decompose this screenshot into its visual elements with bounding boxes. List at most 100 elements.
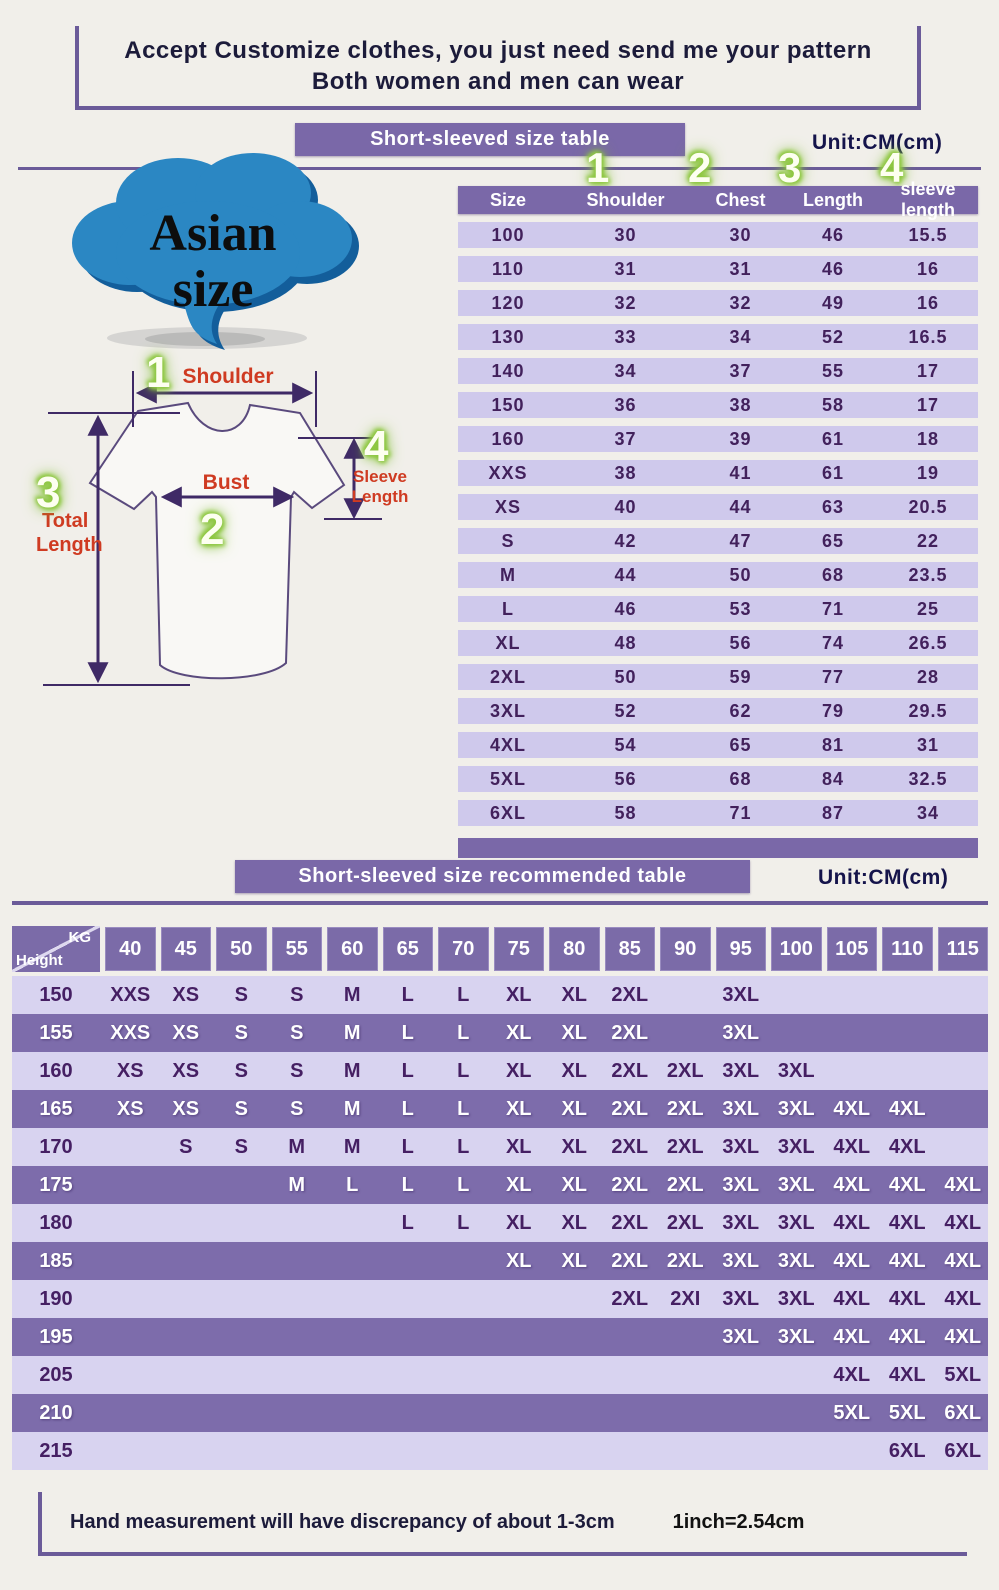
size-table-row: 140 34 37 55 17 [458,358,978,384]
recommended-size-cell: L [457,1173,470,1196]
recommended-size-cell: 4XL [944,1211,982,1234]
size-cell-value: 31 [614,258,637,279]
size-cell-label: XL [495,632,521,653]
size-cell-label: 160 [491,428,525,449]
recommended-size-cell: 2XL [611,1211,649,1234]
recommended-size-cell: 4XL [888,1249,926,1272]
size-cell-value: 30 [729,224,752,245]
size-table-row: 150 36 38 58 17 [458,392,978,418]
size-cell-value: 55 [821,360,845,381]
recommended-size-cell: L [457,1021,470,1044]
recommended-size-cell: 4XL [833,1287,871,1310]
recommended-size-cell: XL [561,983,588,1006]
recommended-size-cell: L [401,1211,414,1234]
recommended-size-cell: XS [116,1059,144,1082]
size-cell-value: 77 [821,666,845,687]
size-cell-value: 44 [729,496,752,517]
recommended-size-cell: S [234,1097,248,1120]
size-cell-value: 16.5 [908,326,948,347]
recommended-size-cell: L [457,1097,470,1120]
recommended-size-cell: M [288,1135,306,1158]
size-cell-value: 32.5 [908,768,948,789]
size-cell-value: 41 [729,462,752,483]
size-cell-value: 46 [614,598,637,619]
weight-header-cell: 105 [826,927,877,971]
recommended-size-cell: L [457,1211,470,1234]
recommended-size-cell: 2XL [611,1097,649,1120]
height-label: 170 [39,1135,73,1158]
recommended-size-cell: 2XL [611,983,649,1006]
size-cell-value: 38 [729,394,752,415]
weight-header-cell: 70 [438,927,489,971]
recommended-size-cell: M [343,1021,361,1044]
size-cell-value: 17 [916,394,940,415]
recommended-size-cell: 3XL [777,1097,815,1120]
size-cell-value: 54 [614,734,637,755]
recommended-size-cell: 2XL [666,1173,704,1196]
height-label: 215 [39,1439,73,1462]
recommended-size-cell: 4XL [944,1173,982,1196]
recommended-size-cell: 3XL [777,1287,815,1310]
asian-size-bubble: Asian size [45,138,375,353]
size-table-row: 100 30 30 46 15.5 [458,222,978,248]
size-table-row: 4XL 54 65 81 31 [458,732,978,758]
measurement-note: Hand measurement will have discrepancy o… [70,1510,615,1533]
size-cell-value: 31 [729,258,752,279]
unit-label-2: Unit:CM(cm) [818,866,949,889]
recommended-size-cell: 4XL [833,1135,871,1158]
recommended-size-cell: 2XL [666,1059,704,1082]
recommended-size-cell: XL [561,1059,588,1082]
sleeve-label-2: Length [352,487,409,506]
recommended-size-cell: 6XL [944,1439,982,1462]
size-cell-label: XXS [488,462,528,483]
size-cell-value: 19 [916,462,940,483]
size-cell-label: 2XL [489,666,526,687]
size-cell-value: 53 [729,598,752,619]
height-label: 165 [39,1097,73,1120]
recommended-size-cell: 5XL [944,1363,982,1386]
recommended-size-cell: 6XL [888,1439,926,1462]
height-label: 175 [39,1173,73,1196]
recommended-size-cell: 3XL [777,1059,815,1082]
recommended-row: 205 4XL 4XL 5XL [12,1356,988,1394]
recommended-size-cell: M [288,1173,306,1196]
total-length-label-2: Length [36,534,103,556]
recommended-row: 170 S S M M L L XL XL 2XL 2XL 3XL 3XL 4XL 4XL [12,1128,988,1166]
size-cell-label: 130 [491,326,525,347]
tshirt-measurement-diagram: Shoulder Bust Total Length Sleeve Length [28,345,443,695]
total-length-label-1: Total [42,510,88,532]
height-label: 210 [39,1401,73,1424]
size-table-row: L 46 53 71 25 [458,596,978,622]
size-cell-value: 61 [821,462,845,483]
size-table-row: S 42 47 65 22 [458,528,978,554]
size-table-row: 120 32 32 49 16 [458,290,978,316]
size-cell-value: 22 [916,530,940,551]
recommended-size-cell: 4XL [833,1363,871,1386]
banner-line2: Both women and men can wear [311,68,685,95]
size-table-row: M 44 50 68 23.5 [458,562,978,588]
divider-line-middle [12,901,988,905]
size-cell-value: 46 [821,224,845,245]
recommended-size-cell: S [290,983,304,1006]
size-cell-value: 46 [821,258,845,279]
size-cell-value: 33 [614,326,637,347]
height-label: 150 [39,983,73,1006]
recommended-size-cell: XS [172,1097,200,1120]
size-cell-value: 15.5 [908,224,948,245]
recommended-size-cell: S [290,1059,304,1082]
weight-header-cell: 100 [771,927,822,971]
recommended-size-cell: 4XL [888,1325,926,1348]
size-cell-value: 65 [729,734,752,755]
size-cell-value: 16 [916,292,940,313]
recommended-row: 160 XS XS S S M L L XL XL 2XL 2XL 3XL 3XL [12,1052,988,1090]
size-cell-label: 120 [491,292,525,313]
banner-line1: Accept Customize clothes, you just need … [124,37,872,64]
size-cell-value: 18 [916,428,940,449]
recommended-size-cell: 3XL [722,1287,760,1310]
size-cell-value: 28 [916,666,940,687]
size-cell-value: 61 [821,428,845,449]
recommended-size-cell: XL [561,1097,588,1120]
recommended-size-cell: 2XI [670,1287,701,1310]
recommended-size-cell: 3XL [722,1021,760,1044]
recommended-size-cell: XL [505,1097,532,1120]
